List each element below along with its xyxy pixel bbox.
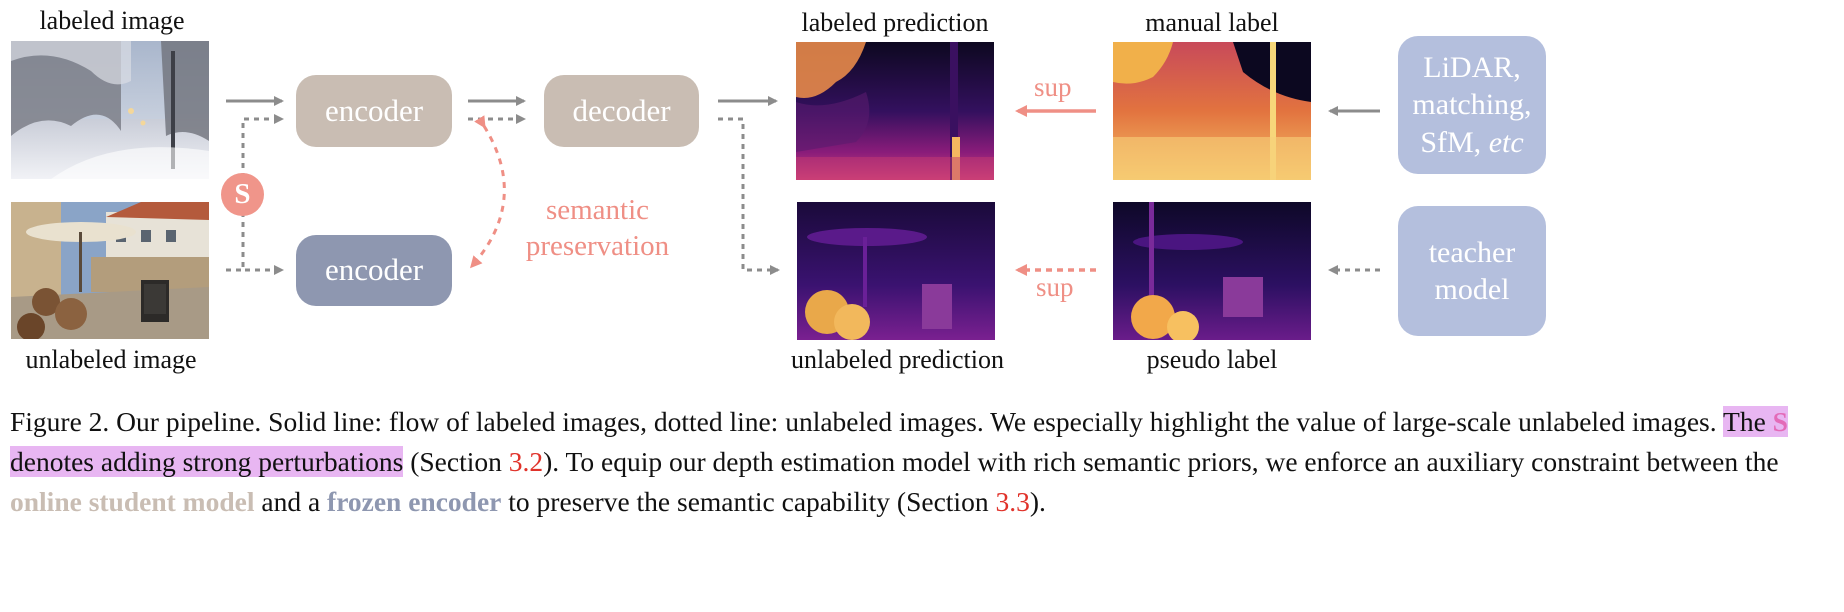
pseudo-label-map	[1113, 202, 1311, 340]
caption-ref-3-2[interactable]: 3.2	[508, 446, 544, 477]
unlabeled-image-label: unlabeled image	[25, 345, 197, 374]
source-top-line3-b: etc	[1488, 125, 1524, 159]
online-encoder-text: encoder	[324, 92, 424, 128]
sup-label-top: sup	[1034, 72, 1072, 102]
semantic-line2: preservation	[525, 230, 670, 262]
strong-perturbation-badge: S	[221, 173, 264, 216]
caption-frozen-encoder: frozen encoder	[327, 486, 502, 517]
unlabeled-image	[11, 202, 209, 339]
perturbation-badge-text: S	[234, 178, 251, 210]
caption-online-student: online student model	[10, 486, 255, 517]
online-encoder-block: encoder	[296, 75, 452, 147]
manual-label-map	[1113, 42, 1311, 180]
labeled-image-label: labeled image	[39, 6, 185, 35]
semantic-preservation-arrow	[470, 115, 506, 269]
caption-ref-3-3[interactable]: 3.3	[995, 486, 1030, 517]
arrow-decoder-to-unlabeled-prediction	[718, 117, 780, 275]
source-bottom-line2: model	[1434, 273, 1510, 306]
lidar-matching-sfm-block: LiDAR, matching, SfM, etc	[1398, 36, 1546, 174]
frozen-encoder-block: encoder	[296, 235, 452, 306]
labeled-prediction-map	[796, 42, 994, 180]
teacher-model-block: teacher model	[1398, 206, 1546, 336]
decoder-text: decoder	[572, 92, 671, 128]
manual-label-label: manual label	[1145, 8, 1279, 37]
arrow-unlabeled-to-encoder	[241, 114, 284, 178]
frozen-encoder-text: encoder	[324, 252, 424, 288]
semantic-line1: semantic	[545, 194, 650, 226]
pipeline-arrows	[226, 96, 1380, 276]
sup-label-bottom: sup	[1036, 272, 1074, 302]
unlabeled-prediction-label: unlabeled prediction	[791, 345, 1004, 374]
source-top-line1: LiDAR,	[1423, 50, 1521, 84]
labeled-prediction-label: labeled prediction	[801, 8, 989, 37]
source-top-line2: matching,	[1412, 88, 1532, 122]
pseudo-label-label: pseudo label	[1146, 345, 1278, 374]
semantic-preservation-label: semantic preservation	[510, 192, 685, 264]
unlabeled-prediction-map	[797, 202, 995, 340]
source-bottom-line1: teacher	[1428, 235, 1516, 269]
source-top-line3-a: SfM,	[1420, 125, 1489, 159]
source-top-line3: SfM, etc	[1420, 124, 1523, 162]
decoder-block: decoder	[544, 75, 699, 147]
figure-caption: Figure 2. Our pipeline. Solid line: flow…	[10, 406, 1788, 517]
arrow-unlabeled-to-frozen-encoder	[241, 212, 284, 275]
labeled-image	[11, 41, 209, 179]
